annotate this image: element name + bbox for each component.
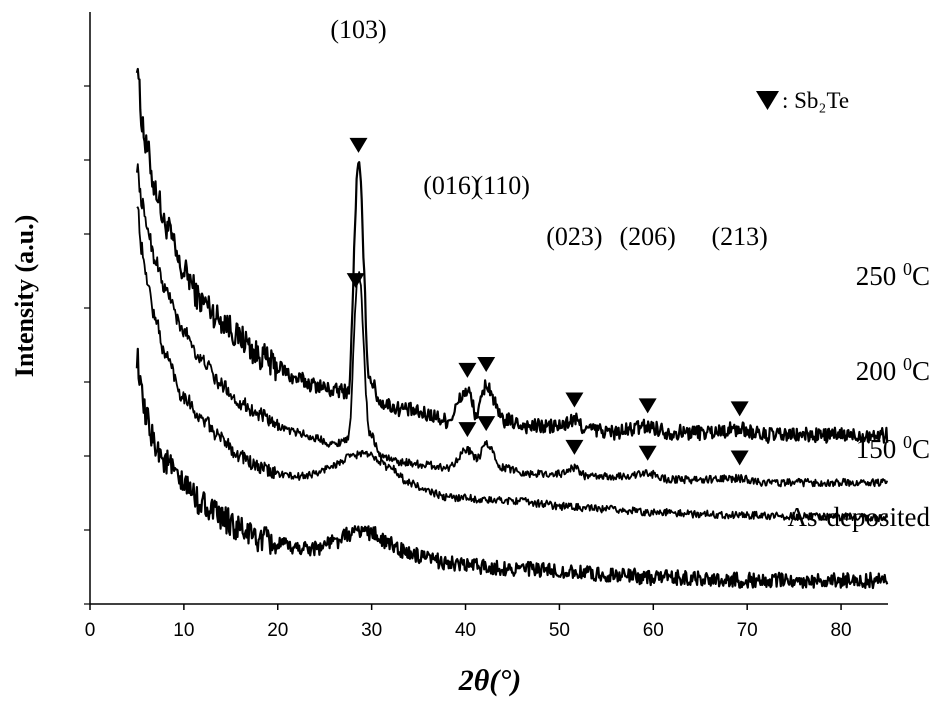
- y-axis-label: Intensity (a.u.): [10, 215, 39, 378]
- peak-label-2: (110): [475, 171, 530, 200]
- peak-marker-1-2: [477, 416, 496, 432]
- series-label-2: 150 0C: [856, 432, 930, 464]
- series-label-1: 200 0C: [856, 354, 930, 386]
- x-tick-label-3: 30: [361, 620, 382, 641]
- peak-label-0: (103): [330, 15, 386, 44]
- series-line-2: [136, 206, 889, 523]
- series-line-1: [136, 163, 889, 488]
- peak-marker-1-4: [638, 445, 657, 461]
- peak-marker-0-0: [349, 137, 368, 153]
- x-tick-label-2: 20: [267, 620, 288, 641]
- peak-label-5: (213): [712, 222, 768, 251]
- legend: : Sb₂Te: [756, 88, 849, 113]
- peak-marker-0-1: [458, 362, 477, 378]
- peak-marker-0-3: [565, 392, 584, 408]
- series-line-3: [135, 347, 889, 590]
- series-line-0: [135, 67, 889, 444]
- legend-marker-icon: [756, 91, 779, 110]
- x-tick-label-7: 70: [737, 620, 758, 641]
- peak-label-3: (023): [546, 222, 602, 251]
- x-tick-label-1: 10: [173, 620, 194, 641]
- series-label-0: 250 0C: [856, 259, 930, 291]
- peak-marker-0-5: [730, 401, 749, 417]
- peak-marker-1-1: [458, 422, 477, 438]
- x-ticks: 0 10 20 30 40 50 60 70 80: [85, 604, 852, 641]
- y-minor-ticks: [84, 85, 90, 605]
- peak-marker-1-0: [346, 273, 365, 289]
- marker-layer: [346, 137, 749, 466]
- peak-marker-1-3: [565, 439, 584, 455]
- series-layer: [135, 67, 889, 590]
- peak-marker-1-5: [730, 450, 749, 466]
- peak-label-layer: (103) (016)(110) (023) (206) (213): [330, 15, 767, 251]
- peak-label-4: (206): [619, 222, 675, 251]
- peak-label-1: (016): [423, 171, 479, 200]
- x-tick-label-8: 80: [830, 620, 851, 641]
- series-label-3: As-deposited: [788, 502, 931, 532]
- x-tick-label-5: 50: [549, 620, 570, 641]
- peak-marker-0-2: [477, 356, 496, 372]
- x-tick-label-0: 0: [85, 620, 96, 641]
- legend-text: : Sb₂Te: [782, 88, 849, 113]
- x-tick-label-4: 40: [455, 620, 476, 641]
- x-tick-label-6: 60: [643, 620, 664, 641]
- peak-marker-0-4: [638, 398, 657, 414]
- series-label-layer: 250 0C 200 0C 150 0C As-deposited: [788, 259, 931, 532]
- x-axis-label: 2θ(°): [458, 664, 522, 697]
